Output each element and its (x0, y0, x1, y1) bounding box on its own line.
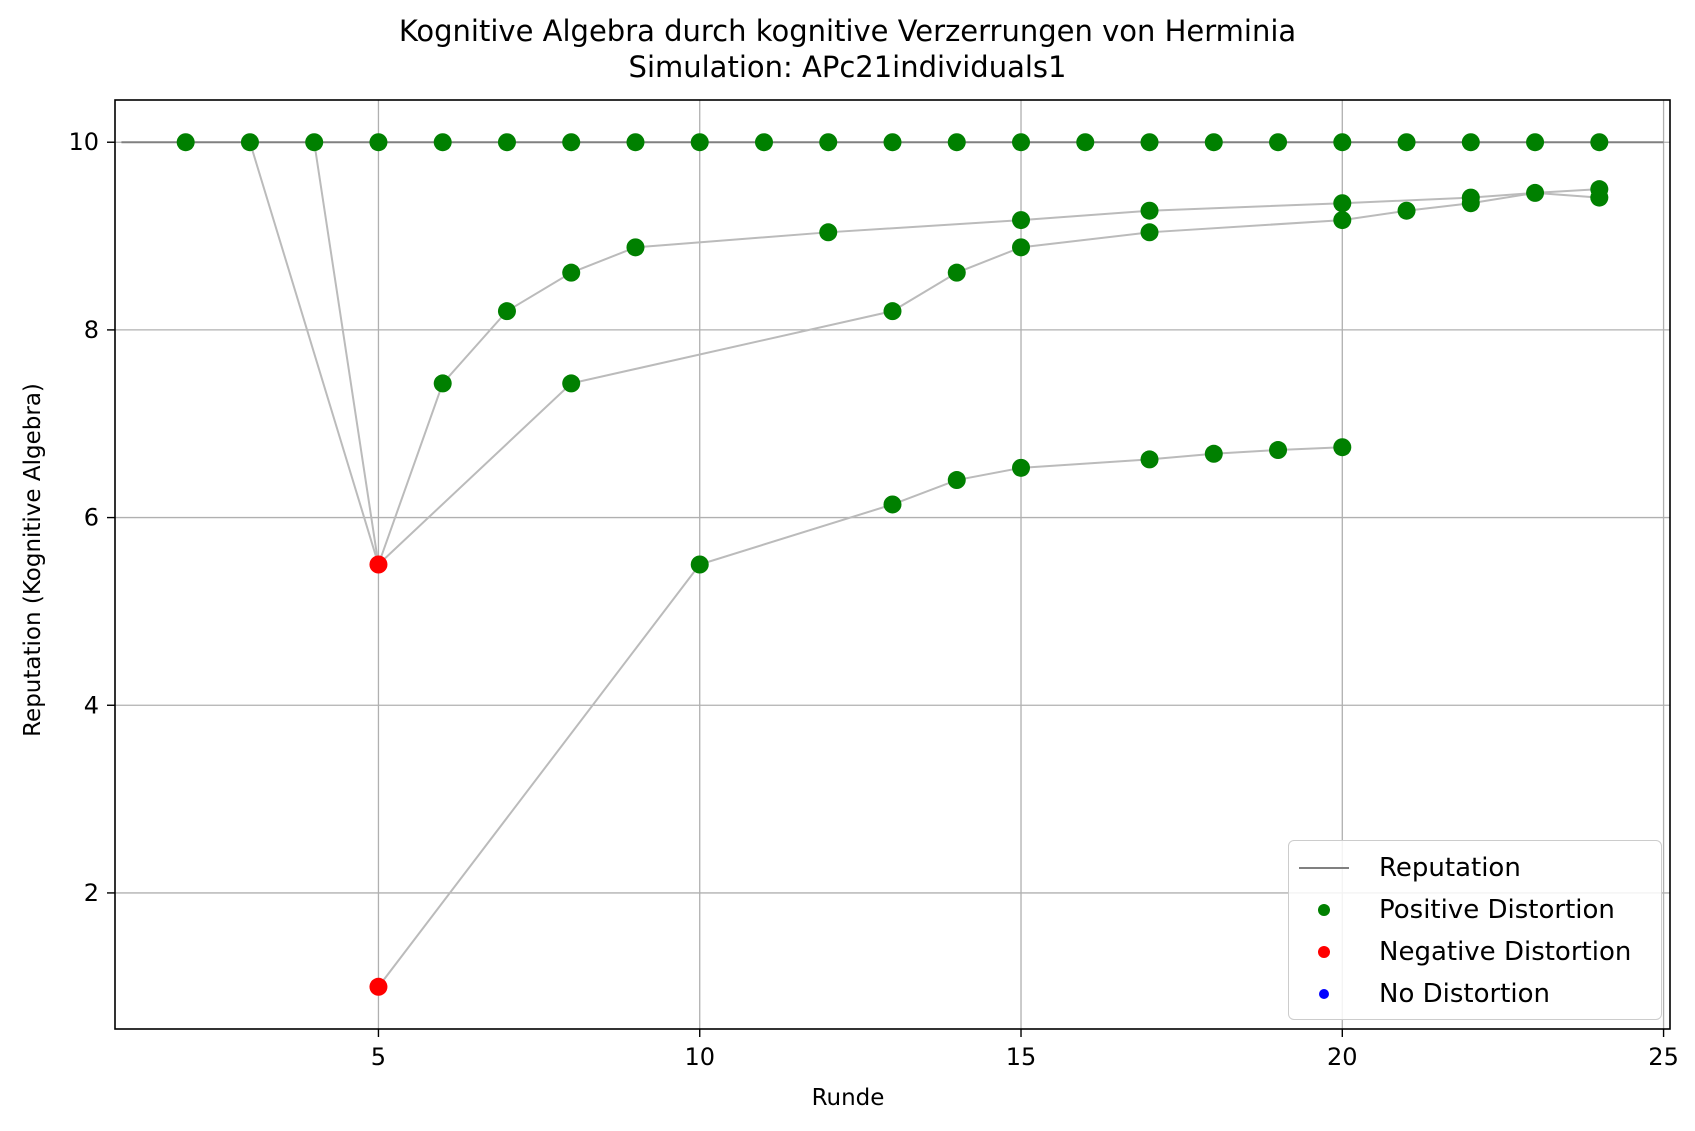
positive-distortion-point (1012, 211, 1031, 230)
x-tick-label: 15 (1006, 1043, 1037, 1071)
legend-line-swatch (1299, 867, 1349, 869)
positive-distortion-point (497, 133, 516, 152)
positive-distortion-point (562, 374, 581, 393)
positive-distortion-point (883, 302, 902, 321)
positive-distortion-point (1140, 450, 1159, 469)
y-tick-label: 4 (84, 691, 99, 719)
legend-label-positive: Positive Distortion (1379, 895, 1615, 925)
positive-distortion-point (883, 495, 902, 514)
positive-distortion-point (690, 133, 709, 152)
positive-distortion-point (1012, 458, 1031, 477)
x-tick-label: 5 (371, 1043, 386, 1071)
positive-distortion-point (1333, 133, 1352, 152)
positive-distortion-point (819, 223, 838, 242)
legend-item-positive: Positive Distortion (1289, 893, 1661, 927)
trajectory-line (377, 446, 1343, 988)
positive-distortion-point (1590, 188, 1609, 207)
positive-distortion-point (1204, 133, 1223, 152)
x-tick-label: 20 (1327, 1043, 1358, 1071)
legend: Reputation Positive Distortion Negative … (1288, 840, 1662, 1020)
positive-distortion-point (176, 133, 195, 152)
positive-distortion-point (1140, 201, 1159, 220)
positive-distortion-point (690, 555, 709, 574)
x-tick-label: 25 (1648, 1043, 1679, 1071)
positive-distortion-point (754, 133, 773, 152)
positive-distortion-point (1012, 238, 1031, 257)
y-tick-label: 6 (84, 504, 99, 532)
positive-distortion-point (1140, 133, 1159, 152)
positive-distortion-point (1269, 133, 1288, 152)
positive-distortion-point (1590, 133, 1609, 152)
chart-subtitle: Simulation: APc21individuals1 (628, 50, 1067, 84)
positive-distortion-point (883, 133, 902, 152)
positive-distortion-point (1140, 223, 1159, 242)
positive-distortion-point (947, 471, 966, 490)
positive-distortion-point (562, 133, 581, 152)
positive-distortion-point (1012, 133, 1031, 152)
positive-distortion-point (819, 133, 838, 152)
x-axis-label: Runde (811, 1085, 885, 1111)
positive-distortion-point (1526, 183, 1545, 202)
positive-distortion-point (433, 133, 452, 152)
positive-distortion-point (240, 133, 259, 152)
legend-item-none: No Distortion (1289, 977, 1661, 1011)
trajectory-line (248, 141, 1600, 568)
positive-distortion-point (305, 133, 324, 152)
y-tick-label: 8 (84, 316, 99, 344)
legend-label-none: No Distortion (1379, 979, 1551, 1009)
positive-distortion-point (562, 263, 581, 282)
negative-distortion-point (369, 977, 388, 996)
y-tick-label: 10 (68, 128, 99, 156)
legend-item-negative: Negative Distortion (1289, 935, 1661, 969)
positive-distortion-point (497, 302, 516, 321)
legend-dot-red (1318, 946, 1330, 958)
positive-distortion-point (1269, 441, 1288, 460)
positive-distortion-point (947, 263, 966, 282)
positive-distortion-point (1397, 201, 1416, 220)
positive-distortion-point (1333, 438, 1352, 457)
positive-distortion-point (626, 133, 645, 152)
positive-distortion-point (1461, 194, 1480, 213)
positive-distortion-point (369, 133, 388, 152)
positive-distortion-point (1333, 194, 1352, 213)
positive-distortion-point (626, 238, 645, 257)
positive-distortion-point (1526, 133, 1545, 152)
y-tick-label: 2 (84, 879, 99, 907)
plot-frame (114, 99, 1671, 1030)
legend-dot-green (1318, 904, 1330, 916)
positive-distortion-point (1461, 133, 1480, 152)
negative-distortion-point (369, 555, 388, 574)
legend-dot-blue (1319, 989, 1329, 999)
positive-distortion-point (1204, 444, 1223, 463)
positive-distortion-point (1076, 133, 1095, 152)
positive-distortion-point (947, 133, 966, 152)
positive-distortion-point (1333, 211, 1352, 230)
positive-distortion-point (1397, 133, 1416, 152)
chart-title: Kognitive Algebra durch kognitive Verzer… (398, 14, 1297, 48)
x-tick-label: 10 (684, 1043, 715, 1071)
legend-label-reputation: Reputation (1379, 853, 1521, 883)
y-axis-label: Reputation (Kognitive Algebra) (20, 383, 46, 737)
positive-distortion-point (433, 374, 452, 393)
legend-item-reputation: Reputation (1289, 851, 1661, 885)
legend-label-negative: Negative Distortion (1379, 937, 1632, 967)
trajectory-line (313, 142, 1600, 567)
